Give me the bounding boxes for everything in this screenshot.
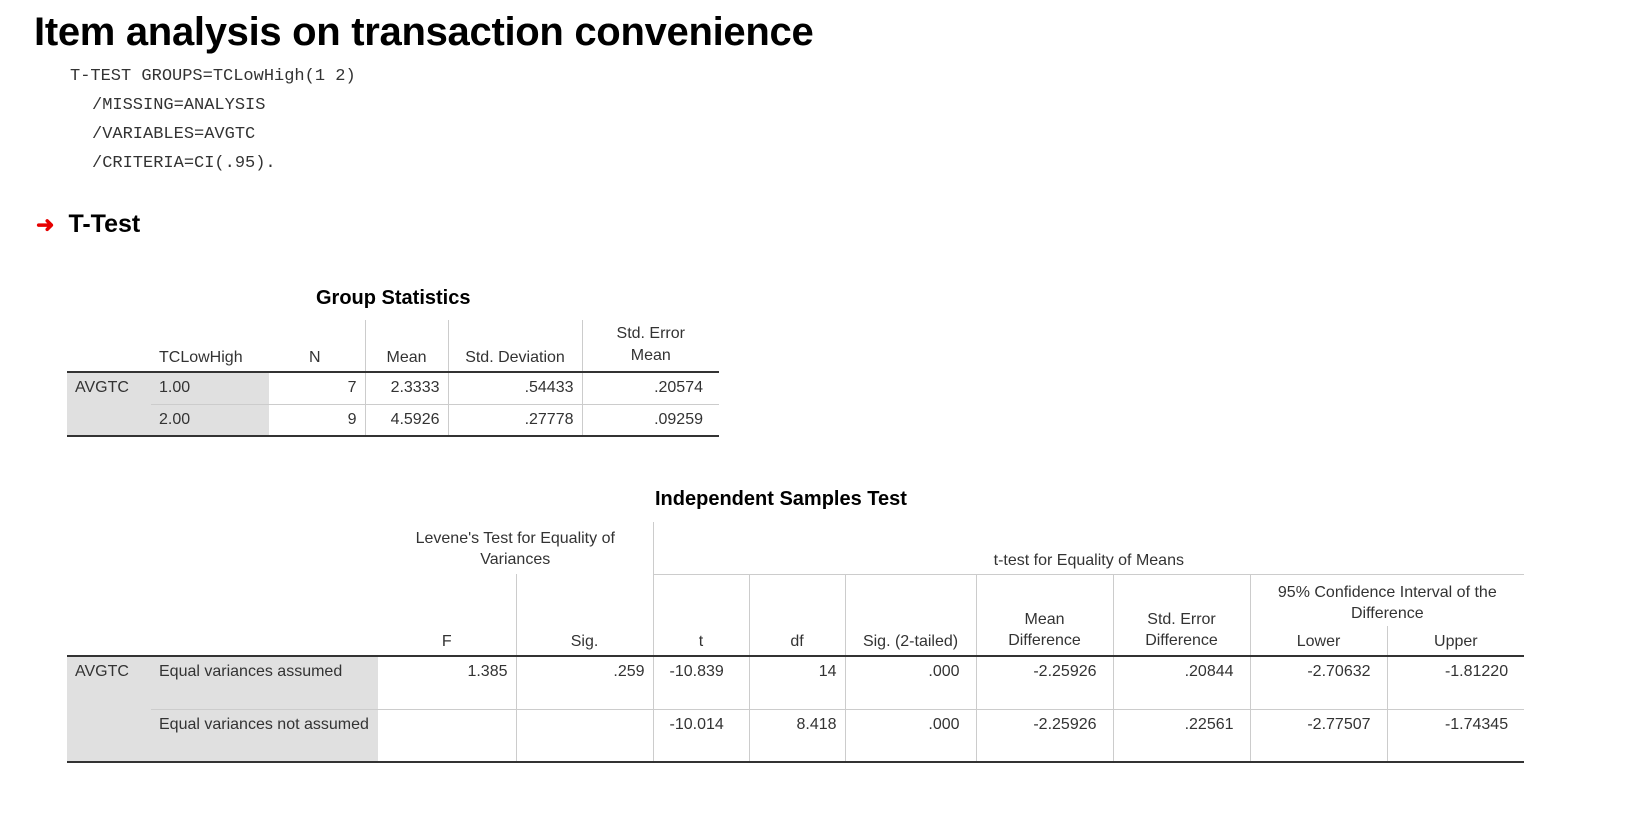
col-header-se: Std. Error Mean <box>616 325 685 364</box>
col-header-df: df <box>749 573 846 656</box>
col-header-mean-diff: Mean Difference <box>976 573 1114 656</box>
syntax-line: /MISSING=ANALYSIS <box>92 96 266 115</box>
cell-se-diff: .20844 <box>1113 656 1251 709</box>
syntax-block: T-TEST GROUPS=TCLowHigh(1 2) /MISSING=AN… <box>70 62 356 178</box>
cell-mean-diff: -2.25926 <box>976 709 1114 762</box>
levene-header: Levene's Test for Equality of Variances <box>378 522 654 574</box>
cell-sig <box>516 709 654 762</box>
cell-sd: .54433 <box>448 372 583 404</box>
page-title: Item analysis on transaction convenience <box>34 10 814 54</box>
syntax-line: /VARIABLES=AVGTC <box>92 125 256 144</box>
cell-group: 1.00 <box>151 372 269 404</box>
col-header-group: TCLowHigh <box>159 349 243 366</box>
cell-se: .20574 <box>654 379 703 397</box>
cell-lower: -2.77507 <box>1250 709 1388 762</box>
syntax-line: T-TEST GROUPS=TCLowHigh(1 2) <box>70 67 356 86</box>
col-header-se-diff: Std. Error Difference <box>1113 573 1251 656</box>
col-header-t: t <box>653 573 750 656</box>
cell-group: 2.00 <box>151 404 269 436</box>
cell-n: 7 <box>269 372 366 404</box>
cell-f <box>378 709 517 762</box>
col-header-mean: Mean <box>365 320 449 372</box>
cell-n: 9 <box>269 404 366 436</box>
cell-sd: .27778 <box>448 404 583 436</box>
section-heading[interactable]: ➜ T-Test <box>36 210 140 239</box>
cell-lower: -2.70632 <box>1250 656 1388 709</box>
cell-mean: 4.5926 <box>365 404 449 436</box>
cell-f: 1.385 <box>378 656 517 709</box>
cell-df: 14 <box>749 656 846 709</box>
col-header-n: N <box>269 320 366 372</box>
arrow-right-icon: ➜ <box>36 211 55 237</box>
col-header-sig: Sig. <box>516 574 654 656</box>
cell-mean-diff: -2.25926 <box>976 656 1114 709</box>
ttest-header: t-test for Equality of Means <box>993 551 1184 569</box>
col-header-sd: Std. Deviation <box>448 320 583 372</box>
ind-test-table: Levene's Test for Equality of Variances … <box>67 522 1525 763</box>
cell-mean: 2.3333 <box>365 372 449 404</box>
row-label: Equal variances not assumed <box>151 709 378 762</box>
row-header-variable: AVGTC <box>67 656 151 763</box>
section-title: T-Test <box>68 210 141 238</box>
col-header-f: F <box>378 574 517 656</box>
col-header-upper: Upper <box>1434 633 1478 650</box>
ci-header: 95% Confidence Interval of the Differenc… <box>1250 573 1525 626</box>
cell-se: .09259 <box>654 410 703 428</box>
cell-upper: -1.74345 <box>1444 715 1509 733</box>
col-header-sig2: Sig. (2-tailed) <box>845 573 977 656</box>
col-header-lower: Lower <box>1250 626 1388 656</box>
row-label: Equal variances assumed <box>151 656 378 709</box>
cell-sig2: .000 <box>845 709 977 762</box>
cell-se-diff: .22561 <box>1113 709 1251 762</box>
syntax-line: /CRITERIA=CI(.95). <box>92 154 276 173</box>
cell-sig2: .000 <box>845 656 977 709</box>
group-stats-caption: Group Statistics <box>316 287 471 309</box>
cell-upper: -1.81220 <box>1444 663 1509 680</box>
cell-df: 8.418 <box>749 709 846 762</box>
ind-test-caption: Independent Samples Test <box>655 488 907 510</box>
cell-t: -10.014 <box>653 709 750 762</box>
group-stats-table: TCLowHigh N Mean Std. Deviation Std. Err… <box>67 320 719 437</box>
row-header-variable: AVGTC <box>67 372 151 437</box>
cell-t: -10.839 <box>653 656 750 709</box>
cell-sig: .259 <box>516 656 654 709</box>
